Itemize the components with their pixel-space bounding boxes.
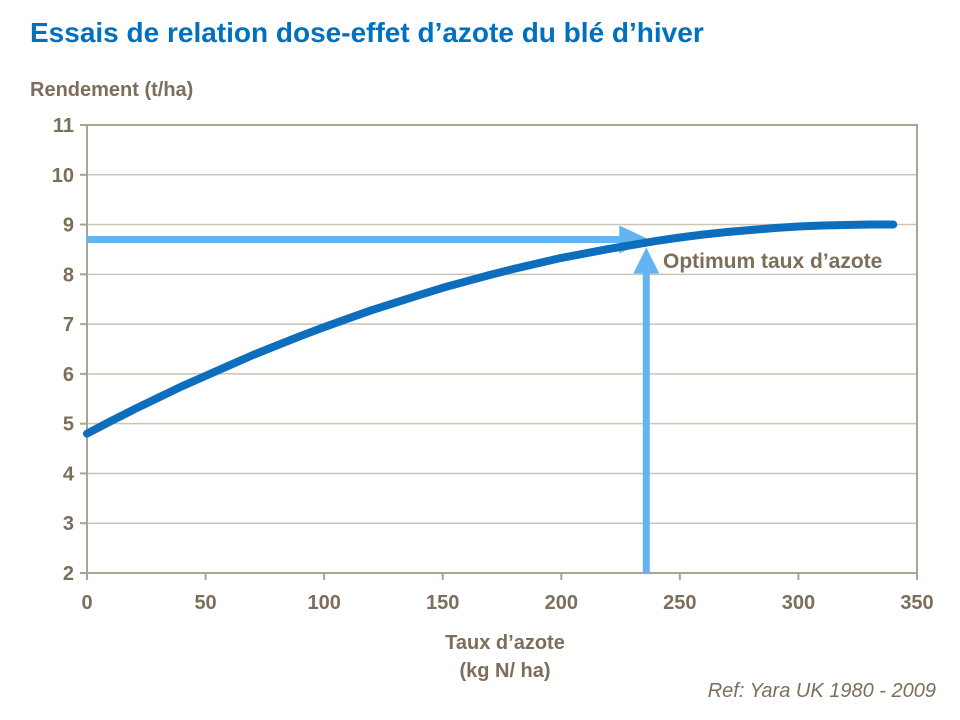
plot-frame [86,124,918,574]
y-tick-label: 11 [53,115,74,137]
x-tick-label: 100 [307,592,340,614]
y-tick-label: 3 [63,513,74,535]
x-tick-label: 350 [900,592,933,614]
x-tick-label: 50 [194,592,216,614]
x-tick-label: 150 [426,592,459,614]
x-axis-title-line1: Taux d’azote [445,632,565,654]
y-tick-label: 6 [63,364,74,386]
yield-response-curve [83,220,898,438]
optimum-vertical-arrow-head [633,247,660,274]
reference-text: Ref: Yara UK 1980 - 2009 [707,680,936,702]
x-tick-label: 300 [782,592,815,614]
y-tick-label: 2 [63,563,74,585]
optimum-annotation-label: Optimum taux d’azote [663,250,883,273]
y-tick-label: 8 [63,264,74,286]
y-tick-label: 10 [52,165,74,187]
x-tick-label: 0 [81,592,92,614]
y-tick-label: 5 [63,414,74,436]
y-tick-label: 7 [63,314,74,336]
chart-title: Essais de relation dose-effet d’azote du… [30,17,704,48]
y-tick-label: 4 [63,463,75,485]
x-tick-label: 200 [545,592,578,614]
y-axis-title: Rendement (t/ha) [30,79,194,101]
x-tick-label: 250 [663,592,696,614]
x-axis-title-line2: (kg N/ ha) [459,660,551,682]
y-tick-label: 9 [63,215,74,237]
x-axis-title: Taux d’azote (kg N/ ha) [305,629,705,685]
